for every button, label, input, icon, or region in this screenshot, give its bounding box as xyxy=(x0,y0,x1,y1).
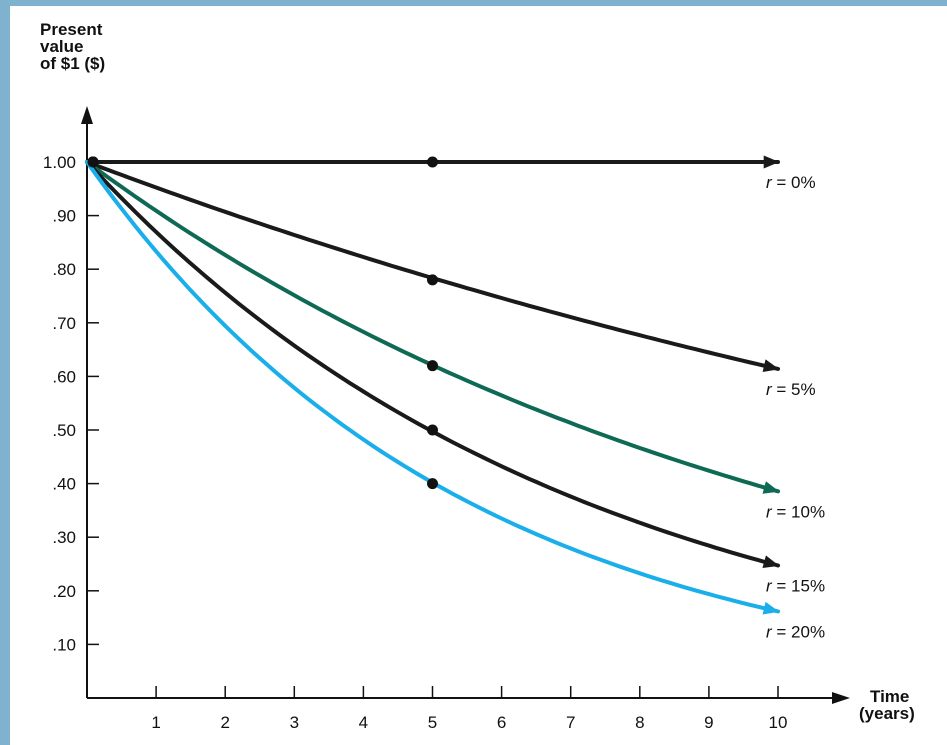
x-tick-label: 4 xyxy=(359,713,368,732)
y-axis-title: Present value of $1 ($) xyxy=(40,20,107,73)
series-label-var: r xyxy=(766,502,773,521)
series-group xyxy=(85,155,780,615)
data-point xyxy=(427,274,438,286)
series-label: r = 20% xyxy=(766,622,825,641)
series-label: r = 5% xyxy=(766,380,816,399)
y-tick-label: 1.00 xyxy=(43,153,76,172)
x-axis-title: Time (years) xyxy=(859,687,915,723)
y-tick-label: .10 xyxy=(52,635,76,654)
figure-panel: Present value of $1 ($) Time (years) 1 2 3… xyxy=(10,6,947,745)
series-label-pct: = 10% xyxy=(772,502,825,521)
y-tick-label: .20 xyxy=(52,582,76,601)
x-axis-title-line: Time xyxy=(870,687,909,706)
series-label-var: r xyxy=(766,380,773,399)
present-value-chart: Present value of $1 ($) Time (years) 1 2 3… xyxy=(40,20,915,732)
x-tick-label: 2 xyxy=(220,713,229,732)
data-point xyxy=(427,424,438,436)
series-label-pct: = 0% xyxy=(772,173,816,192)
x-tick-label: 5 xyxy=(428,713,437,732)
series-label-var: r xyxy=(766,577,773,596)
tick-group: 1 2 3 4 5 6 7 8 9 10 1.00 .90 .80 .70 .60 .50 .40 .30 .20.… xyxy=(43,153,788,732)
data-point xyxy=(87,156,99,168)
y-axis-title-line: of $1 ($) xyxy=(40,54,105,73)
series-label: r = 0% xyxy=(766,173,816,192)
y-axis-title-line: value xyxy=(40,37,83,56)
y-tick-label: .50 xyxy=(52,421,76,440)
series-line xyxy=(85,160,780,494)
y-tick-label: .70 xyxy=(52,314,76,333)
series-label-group: r = 0%r = 5%r = 10%r = 15%r = 20% xyxy=(766,173,825,641)
series-line xyxy=(85,160,780,615)
y-tick-label: .80 xyxy=(52,260,76,279)
data-point xyxy=(427,156,438,168)
x-tick-label: 9 xyxy=(704,713,713,732)
y-tick-label: .90 xyxy=(52,207,76,226)
data-point xyxy=(427,478,438,490)
y-axis-title-line: Present xyxy=(40,20,103,39)
x-tick-label: 1 xyxy=(151,713,160,732)
series-label-pct: = 20% xyxy=(772,622,825,641)
series-label-var: r xyxy=(766,173,773,192)
series-label-pct: = 5% xyxy=(772,380,816,399)
series-label: r = 10% xyxy=(766,502,825,521)
y-tick-label: .30 xyxy=(52,528,76,547)
series-label: r = 15% xyxy=(766,577,825,596)
series-label-pct: = 15% xyxy=(772,577,825,596)
x-tick-label: 6 xyxy=(497,713,506,732)
x-tick-label: 3 xyxy=(290,713,299,732)
y-tick-label: .60 xyxy=(52,367,76,386)
x-tick-label: 8 xyxy=(635,713,644,732)
x-axis-arrow-icon xyxy=(832,692,850,704)
x-tick-label: 7 xyxy=(566,713,575,732)
x-tick-label: 10 xyxy=(769,713,788,732)
x-axis-title-line: (years) xyxy=(859,704,915,723)
series-label-var: r xyxy=(766,622,773,641)
y-axis-arrow-icon xyxy=(81,106,93,124)
data-point xyxy=(427,360,438,372)
y-tick-label: .40 xyxy=(52,475,76,494)
